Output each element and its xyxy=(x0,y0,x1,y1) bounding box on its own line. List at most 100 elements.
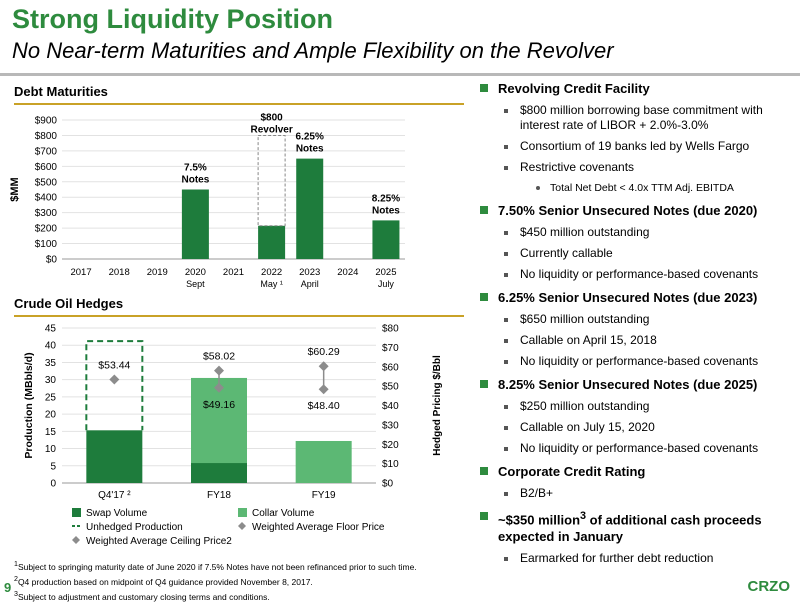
page-number: 9 xyxy=(4,580,12,595)
sub-bullet: Restrictive covenants xyxy=(478,160,794,175)
small-square-bullet-icon xyxy=(504,492,508,496)
y-tick-label: 0 xyxy=(50,479,56,490)
small-square-bullet-icon xyxy=(504,273,508,277)
x-tick-label: Q4'17 ² xyxy=(98,490,131,501)
y2-tick-label: $60 xyxy=(382,362,399,373)
price-label: $53.44 xyxy=(98,359,130,371)
small-square-bullet-icon xyxy=(504,360,508,364)
footnote: 3Subject to adjustment and customary clo… xyxy=(14,588,417,602)
small-square-bullet-icon xyxy=(504,426,508,430)
y-tick-label: $200 xyxy=(35,224,58,235)
x-sub-label: Sept xyxy=(186,279,205,289)
y-tick-label: $500 xyxy=(35,177,58,188)
bar-2020 xyxy=(181,189,209,259)
collar-volume-bar xyxy=(295,440,352,483)
liquidity-details-panel: Revolving Credit Facility $800 million bo… xyxy=(478,80,794,572)
ceiling-price-marker xyxy=(214,365,224,376)
floor-price-marker xyxy=(318,384,329,395)
sub-bullet: $450 million outstanding xyxy=(478,225,794,240)
y-tick-label: $100 xyxy=(35,239,58,250)
y-tick-label: $400 xyxy=(35,193,58,204)
y-tick-label: $900 xyxy=(35,116,58,127)
y2-tick-label: $30 xyxy=(382,420,399,431)
sub-bullet: $250 million outstanding xyxy=(478,399,794,414)
page-title: Strong Liquidity Position xyxy=(12,4,333,34)
sub-bullet-text: $250 million outstanding xyxy=(520,399,650,413)
y2-tick-label: $80 xyxy=(382,324,399,335)
y-tick-label: 35 xyxy=(45,358,57,369)
floor-price-marker xyxy=(214,382,224,393)
x-tick-label: 2025 xyxy=(375,267,396,278)
square-bullet-icon xyxy=(480,512,488,520)
notes-label: Notes xyxy=(372,205,400,216)
y-axis-label: $MM xyxy=(9,177,21,201)
page-subtitle: No Near-term Maturities and Ample Flexib… xyxy=(12,38,614,63)
sub-bullet-text: Currently callable xyxy=(520,246,613,260)
y-tick-label: 5 xyxy=(50,461,56,472)
legend-label: Weighted Average Ceiling Price2 xyxy=(86,536,232,547)
y-tick-label: 30 xyxy=(45,375,57,386)
price-label: $60.29 xyxy=(308,346,340,358)
heading-text: ~$350 million xyxy=(498,512,581,528)
y-tick-label: $0 xyxy=(46,255,58,266)
y-tick-label: 20 xyxy=(45,410,57,421)
sub-sub-bullet: Total Net Debt < 4.0x TTM Adj. EBITDA xyxy=(478,181,794,195)
bullet-heading: 7.50% Senior Unsecured Notes (due 2020) xyxy=(478,202,794,219)
sub-bullet: $800 million borrowing base commitment w… xyxy=(478,103,794,133)
footnote-number: 2 xyxy=(14,574,18,583)
y-tick-label: $700 xyxy=(35,146,58,157)
sub-bullet: $650 million outstanding xyxy=(478,312,794,327)
sub-bullet-text: Restrictive covenants xyxy=(520,160,635,174)
y2-tick-label: $50 xyxy=(382,382,399,393)
bar-2022 xyxy=(258,225,286,259)
bullet-heading: Revolving Credit Facility xyxy=(478,80,794,97)
square-bullet-icon xyxy=(480,380,488,388)
heading-text: Revolving Credit Facility xyxy=(498,81,650,96)
small-square-bullet-icon xyxy=(504,339,508,343)
legend-diamond xyxy=(72,536,80,544)
legend-label: Weighted Average Floor Price xyxy=(252,522,385,533)
sub-bullet-text: No liquidity or performance-based covena… xyxy=(520,441,759,455)
sub-sub-bullet-text: Total Net Debt < 4.0x TTM Adj. EBITDA xyxy=(550,182,734,194)
y2-axis-label: Hedged Pricing $/Bbl xyxy=(432,355,443,456)
square-bullet-icon xyxy=(480,293,488,301)
footnote: 1Subject to springing maturity date of J… xyxy=(14,558,417,573)
sub-bullet-text: $800 million borrowing base commitment w… xyxy=(520,103,763,132)
revolver-label: Revolver xyxy=(250,124,292,135)
notes-label: Notes xyxy=(181,175,209,186)
y2-tick-label: $20 xyxy=(382,440,399,451)
small-square-bullet-icon xyxy=(504,166,508,170)
legend-label: Swap Volume xyxy=(86,508,148,519)
crzo-logo: CRZO xyxy=(747,578,791,595)
small-square-bullet-icon xyxy=(504,318,508,322)
y2-tick-label: $70 xyxy=(382,343,399,354)
footnote-text: Subject to springing maturity date of Ju… xyxy=(17,561,417,572)
legend-label: Collar Volume xyxy=(252,508,315,519)
footnote-number: 3 xyxy=(14,589,18,598)
square-bullet-icon xyxy=(480,467,488,475)
debt-maturities-rule xyxy=(14,103,464,105)
ceiling-price-marker xyxy=(109,374,120,385)
y-tick-label: $600 xyxy=(35,162,58,173)
sub-bullet: Callable on July 15, 2020 xyxy=(478,420,794,435)
sub-bullet: Callable on April 15, 2018 xyxy=(478,333,794,348)
bar-2025 xyxy=(372,220,400,259)
sub-bullet-text: No liquidity or performance-based covena… xyxy=(520,267,759,281)
dot-bullet-icon xyxy=(536,186,540,190)
x-tick-label: 2024 xyxy=(337,267,358,278)
square-bullet-icon xyxy=(480,206,488,214)
debt-maturities-chart: $0 $100 $200 $300 $400 $500 $600 $700 $800 $900 $M… xyxy=(9,112,405,289)
x-sub-label: May ¹ xyxy=(260,279,283,289)
sub-bullet-text: B2/B+ xyxy=(520,486,554,500)
price-label: $58.02 xyxy=(203,351,235,363)
sub-bullet: No liquidity or performance-based covena… xyxy=(478,354,794,369)
heading-text: 8.25% Senior Unsecured Notes (due 2025) xyxy=(498,377,758,392)
footnote-number: 1 xyxy=(14,560,18,568)
notes-label: Notes xyxy=(296,144,324,155)
bullet-heading: 8.25% Senior Unsecured Notes (due 2025) xyxy=(478,376,794,393)
y-tick-label: 40 xyxy=(45,341,57,352)
price-label: $48.40 xyxy=(308,400,340,412)
x-tick-label: FY18 xyxy=(207,490,231,501)
x-tick-label: 2020 xyxy=(185,267,206,278)
sub-bullet: B2/B+ xyxy=(478,486,794,501)
